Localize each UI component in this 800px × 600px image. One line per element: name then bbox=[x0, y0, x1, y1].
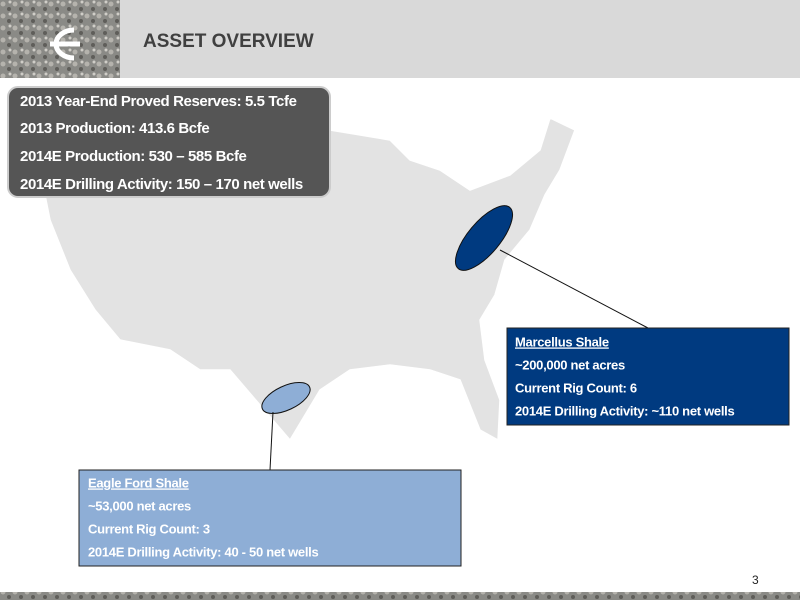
header-band bbox=[0, 0, 800, 78]
callout-line: 2014E Drilling Activity: ~110 net wells bbox=[515, 403, 734, 418]
summary-box bbox=[7, 86, 331, 198]
callout-line: Current Rig Count: 3 bbox=[88, 521, 210, 536]
page-title: ASSET OVERVIEW bbox=[143, 31, 314, 52]
marcellus-box bbox=[506, 327, 790, 426]
callout-line: Current Rig Count: 6 bbox=[515, 380, 637, 395]
eagle-ford-area bbox=[261, 382, 311, 414]
summary-line: 2014E Production: 530 – 585 Bcfe bbox=[20, 148, 247, 165]
callout-title: Eagle Ford Shale bbox=[88, 475, 189, 490]
eagle-ford-box bbox=[78, 469, 462, 567]
connector bbox=[499, 249, 649, 329]
connector bbox=[269, 411, 274, 471]
summary-line: 2014E Drilling Activity: 150 – 170 net w… bbox=[20, 176, 303, 193]
callout-line: ~53,000 net acres bbox=[88, 498, 191, 513]
page-number: 3 bbox=[752, 573, 759, 587]
callout-line: 2014E Drilling Activity: 40 - 50 net wel… bbox=[88, 544, 318, 559]
footer-band bbox=[0, 592, 800, 600]
summary-line: 2013 Production: 413.6 Bcfe bbox=[20, 120, 209, 137]
marcellus-area bbox=[455, 205, 513, 271]
callout-title: Marcellus Shale bbox=[515, 334, 609, 349]
summary-line: 2013 Year-End Proved Reserves: 5.5 Tcfe bbox=[20, 93, 297, 110]
logo bbox=[50, 27, 80, 61]
callout-line: ~200,000 net acres bbox=[515, 357, 625, 372]
